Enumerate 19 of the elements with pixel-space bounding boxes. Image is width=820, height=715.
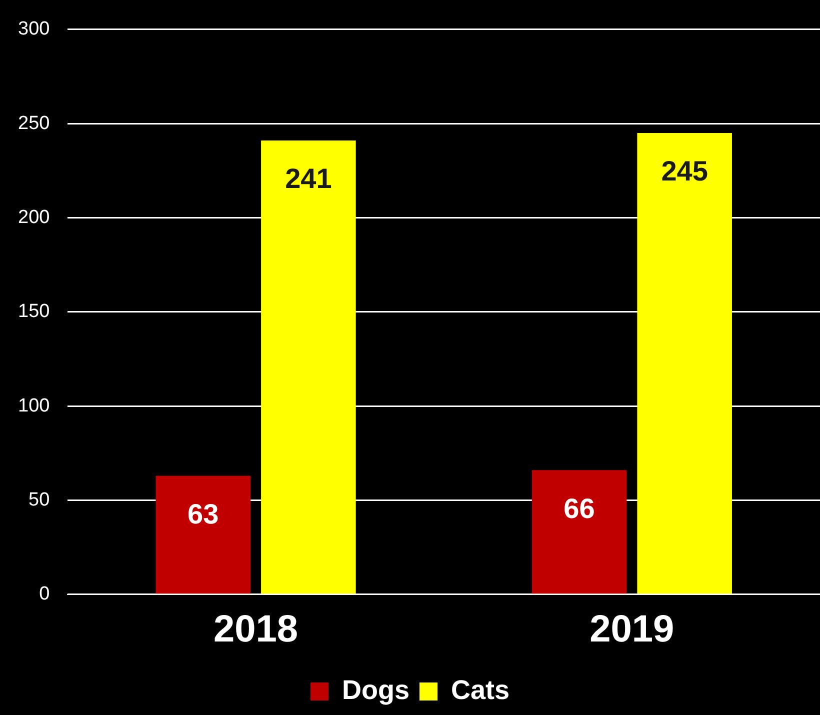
legend-label: Cats <box>450 674 510 705</box>
bar <box>637 132 732 594</box>
data-label: 66 <box>564 492 595 524</box>
legend-label: Dogs <box>342 674 410 705</box>
bar <box>532 470 627 594</box>
y-tick-label: 300 <box>18 18 50 40</box>
x-tick-label: 2019 <box>590 608 674 651</box>
x-tick-label: 2018 <box>214 608 298 651</box>
data-label: 63 <box>188 498 219 530</box>
y-tick-label: 150 <box>18 301 50 322</box>
y-tick-label: 100 <box>18 395 50 416</box>
data-label: 241 <box>285 163 332 194</box>
y-tick-label: 250 <box>18 112 50 134</box>
y-tick-label: 0 <box>39 584 50 605</box>
bar <box>156 476 251 594</box>
data-label: 245 <box>661 156 708 187</box>
bar <box>261 140 356 594</box>
y-tick-label: 200 <box>18 206 50 228</box>
y-tick-label: 50 <box>28 489 50 510</box>
